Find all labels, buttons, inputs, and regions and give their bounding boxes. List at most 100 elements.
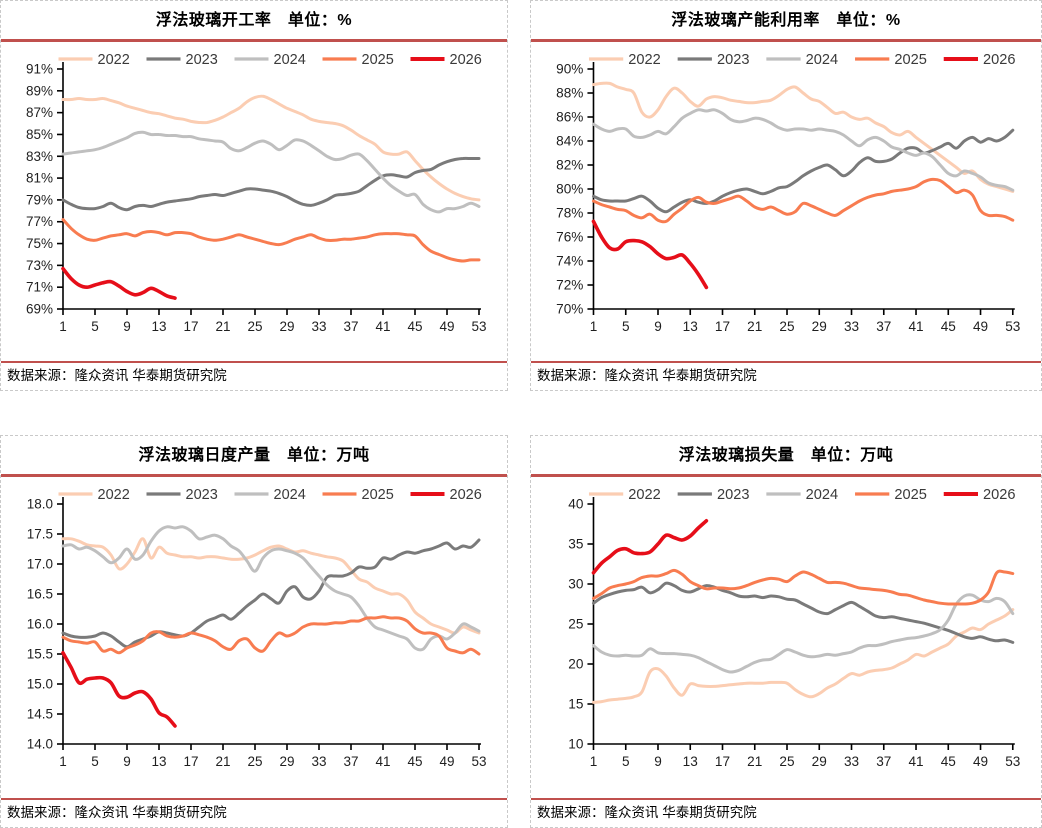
- legend-label: 2023: [186, 52, 218, 68]
- y-tick-label: 74%: [556, 254, 583, 269]
- panel-daily-output: 浮法玻璃日度产量 单位：万吨 18.0 17.5 17.0 16.5 16.0 15.5 1…: [0, 435, 508, 828]
- x-tick-label: 17: [715, 754, 730, 769]
- y-tick-label: 80%: [556, 182, 583, 197]
- x-tick-label: 5: [91, 754, 99, 769]
- x-tick-label: 45: [407, 754, 422, 769]
- x-tick-label: 53: [1005, 754, 1020, 769]
- series-lines: [591, 81, 1015, 290]
- series-line-2023: [61, 538, 481, 649]
- legend-label: 2025: [362, 52, 394, 68]
- x-tick-label: 33: [844, 754, 859, 769]
- x-tick-label: 25: [247, 754, 262, 769]
- legend-label: 2023: [717, 52, 750, 68]
- y-tick-label: 35: [568, 537, 583, 552]
- series-line-2024: [61, 525, 481, 652]
- y-tick-label: 75%: [26, 236, 53, 251]
- y-tick-label: 18.0: [27, 497, 53, 512]
- data-source: 数据来源：隆众资讯 华泰期货研究院: [537, 805, 757, 820]
- y-tick-label: 87%: [26, 105, 53, 120]
- y-tick-label: 76%: [556, 230, 583, 245]
- series-lines: [61, 525, 481, 728]
- x-tick-label: 33: [311, 754, 326, 769]
- legend: 2022 2023 2024 2025 2026: [58, 52, 482, 68]
- line-chart: 40 35 30 25 20 15 10 1 5 9 13 17 21 25 29 33 37 41 45 49 53 2…: [531, 477, 1041, 777]
- legend-label: 2023: [717, 487, 750, 503]
- x-axis: 1 5 9 13 17 21 25 29 33 37 41 45 49 53: [59, 308, 487, 334]
- legend-item-2026: 2026: [943, 487, 1016, 503]
- series-line-2026: [591, 519, 709, 575]
- title-rule: [531, 474, 1041, 477]
- series-line-2025: [591, 568, 1015, 606]
- y-tick-label: 85%: [26, 127, 53, 142]
- spacer: [1, 777, 507, 798]
- series-lines: [591, 519, 1015, 704]
- y-tick-label: 82%: [556, 158, 583, 173]
- legend-label: 2025: [894, 487, 927, 503]
- y-axis: 91% 89% 87% 85% 83% 81% 79% 77% 75% 73% 71% 69%: [26, 62, 64, 317]
- x-tick-label: 29: [279, 754, 294, 769]
- x-tick-label: 45: [941, 754, 956, 769]
- x-tick-label: 53: [471, 319, 486, 334]
- y-tick-label: 14.5: [27, 707, 53, 722]
- x-tick-label: 37: [876, 754, 891, 769]
- x-tick-label: 9: [654, 319, 662, 334]
- x-tick-label: 1: [59, 754, 67, 769]
- y-tick-label: 91%: [26, 62, 53, 77]
- y-tick-label: 69%: [26, 302, 53, 317]
- legend-item-2022: 2022: [58, 487, 130, 503]
- legend-item-2025: 2025: [322, 487, 394, 503]
- panel-capacity-utilization: 浮法玻璃产能利用率 单位：% 90% 88% 86% 84% 82% 80% 78% 76% 7…: [530, 0, 1042, 391]
- series-line-2023: [591, 581, 1015, 644]
- x-tick-label: 25: [779, 754, 794, 769]
- x-axis: 1 5 9 13 17 21 25 29 33 37 41 45 49 53: [590, 308, 1020, 334]
- legend-label: 2022: [98, 52, 130, 68]
- x-tick-label: 13: [151, 754, 166, 769]
- spacer: [1, 342, 507, 361]
- series-line-2025: [591, 177, 1015, 224]
- chart-title: 浮法玻璃产能利用率 单位：%: [671, 12, 901, 29]
- x-tick-label: 5: [622, 754, 630, 769]
- x-tick-label: 25: [247, 319, 262, 334]
- x-tick-label: 53: [471, 754, 486, 769]
- legend-item-2023: 2023: [146, 52, 218, 68]
- y-tick-label: 17.0: [27, 557, 53, 572]
- legend-item-2023: 2023: [677, 487, 750, 503]
- x-tick-label: 13: [683, 319, 698, 334]
- line-chart: 90% 88% 86% 84% 82% 80% 78% 76% 74% 72% 70% 1 5 9 13 17…: [531, 42, 1041, 342]
- panel-operating-rate: 浮法玻璃开工率 单位：% 91% 89% 87% 85% 83% 81% 79% 77% 75%…: [0, 0, 508, 391]
- legend-item-2026: 2026: [410, 487, 482, 503]
- y-tick-label: 40: [568, 497, 583, 512]
- y-tick-label: 81%: [26, 171, 53, 186]
- series-line-2024: [591, 108, 1015, 192]
- x-tick-label: 41: [375, 754, 390, 769]
- legend-label: 2022: [628, 52, 661, 68]
- y-tick-label: 79%: [26, 192, 53, 207]
- x-tick-label: 17: [183, 319, 198, 334]
- x-tick-label: 53: [1005, 319, 1020, 334]
- y-tick-label: 86%: [556, 110, 583, 125]
- x-tick-label: 49: [439, 319, 454, 334]
- legend-item-2026: 2026: [943, 52, 1016, 68]
- legend-label: 2022: [98, 487, 130, 503]
- legend-label: 2026: [983, 487, 1016, 503]
- series-line-2025: [61, 615, 481, 656]
- chart-canvas: 18.017.517.016.516.015.515.014.514.01 5 9 1…: [27, 487, 487, 769]
- series-line-2026: [591, 219, 709, 290]
- x-tick-label: 1: [590, 754, 598, 769]
- legend-item-2025: 2025: [855, 52, 927, 68]
- title-rule: [1, 474, 507, 477]
- legend: 2022 2023 2024 2025 2026: [588, 487, 1016, 503]
- y-tick-label: 30: [568, 577, 583, 592]
- y-tick-label: 25: [568, 617, 583, 632]
- y-axis: 90% 88% 86% 84% 82% 80% 78% 76% 74% 72% 70%: [556, 62, 595, 317]
- line-chart: 91% 89% 87% 85% 83% 81% 79% 77% 75% 73% 71% 69% 1 5 9 1…: [1, 42, 507, 342]
- chart-title: 浮法玻璃日度产量 单位：万吨: [138, 447, 370, 464]
- y-tick-label: 10: [568, 737, 583, 752]
- y-tick-label: 70%: [556, 302, 583, 317]
- y-tick-label: 77%: [26, 214, 53, 229]
- series-line-2023: [61, 156, 481, 212]
- legend-item-2022: 2022: [588, 52, 661, 68]
- legend-label: 2024: [274, 52, 306, 68]
- x-axis: 1 5 9 13 17 21 25 29 33 37 41 45 49 53: [59, 743, 487, 769]
- x-tick-label: 37: [343, 754, 358, 769]
